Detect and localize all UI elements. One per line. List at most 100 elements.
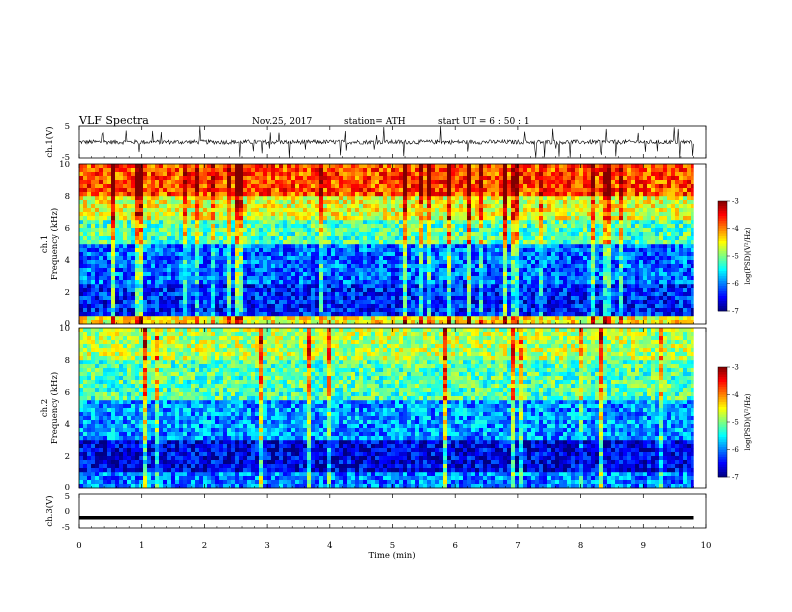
spectrogram-cell <box>303 256 308 261</box>
spectrogram-cell <box>551 308 556 313</box>
spectrogram-cell <box>323 216 328 221</box>
spectrogram-cell <box>287 308 292 313</box>
spectrogram-cell <box>307 316 312 321</box>
spectrogram-cell <box>511 216 516 221</box>
spectrogram-cell <box>547 200 552 205</box>
spectrogram-cell <box>463 200 468 205</box>
spectrogram-cell <box>479 300 484 305</box>
spectrogram-cell <box>519 296 524 301</box>
spectrogram-cell <box>527 292 532 297</box>
spectrogram-cell <box>611 232 616 237</box>
spectrogram-cell <box>427 292 432 297</box>
spectrogram-cell <box>491 316 496 321</box>
spectrogram-cell <box>87 304 92 309</box>
spectrogram-cell <box>459 320 464 325</box>
spectrogram-cell <box>671 236 676 241</box>
spectrogram-cell <box>679 264 684 269</box>
spectrogram-cell <box>559 312 564 317</box>
spectrogram-cell <box>679 240 684 245</box>
spectrogram-cell <box>543 312 548 317</box>
spectrogram-cell <box>623 272 628 277</box>
spectrogram-cell <box>539 208 544 213</box>
spectrogram-cell <box>595 196 600 201</box>
spectrogram-cell <box>667 312 672 317</box>
spectrogram-cell <box>539 204 544 209</box>
spectrogram-cell <box>159 244 164 249</box>
spectrogram-cell <box>451 288 456 293</box>
spectrogram-cell <box>87 300 92 305</box>
spectrogram-cell <box>555 320 560 325</box>
spectrogram-cell <box>415 200 420 205</box>
spectrogram-cell <box>683 284 688 289</box>
spectrogram-cell <box>163 240 168 245</box>
spectrogram-cell <box>507 244 512 249</box>
spectrogram-cell <box>155 220 160 225</box>
spectrogram-cell <box>319 232 324 237</box>
spectrogram-cell <box>475 316 480 321</box>
spectrogram-cell <box>199 316 204 321</box>
spectrogram-cell <box>615 304 620 309</box>
spectrogram-cell <box>311 248 316 253</box>
spectrogram-cell <box>515 288 520 293</box>
spectrogram-cell <box>363 268 368 273</box>
spectrogram-cell <box>159 236 164 241</box>
spectrogram-cell <box>619 232 624 237</box>
spectrogram-cell <box>403 232 408 237</box>
spectrogram-cell <box>99 304 104 309</box>
spectrogram-cell <box>79 220 84 225</box>
spectrogram-cell <box>375 204 380 209</box>
spectrogram-cell <box>663 208 668 213</box>
spectrogram-cell <box>639 272 644 277</box>
spectrogram-cell <box>247 300 252 305</box>
spectrogram-cell <box>271 288 276 293</box>
spectrogram-cell <box>651 320 656 325</box>
spectrogram-cell <box>243 292 248 297</box>
spectrogram-cell <box>247 272 252 277</box>
spectrogram-cell <box>119 284 124 289</box>
spectrogram-cell <box>239 276 244 281</box>
spectrogram-cell <box>539 212 544 217</box>
spectrogram-cell <box>499 308 504 313</box>
spectrogram-cell <box>371 228 376 233</box>
spectrogram-cell <box>115 252 120 257</box>
spectrogram-cell <box>427 220 432 225</box>
spectrogram-cell <box>679 244 684 249</box>
spectrogram-cell <box>447 284 452 289</box>
spectrogram-cell <box>383 256 388 261</box>
spectrogram-cell <box>343 236 348 241</box>
spectrogram-cell <box>443 252 448 257</box>
spectrogram-cell <box>199 248 204 253</box>
spectrogram-cell <box>547 288 552 293</box>
spectrogram-cell <box>155 228 160 233</box>
spectrogram-cell <box>659 292 664 297</box>
spectrogram-cell <box>307 276 312 281</box>
spectrogram-cell <box>79 252 84 257</box>
spectrogram-cell <box>371 240 376 245</box>
spectrogram-cell <box>631 220 636 225</box>
spectrogram-cell <box>643 308 648 313</box>
spectrogram-cell <box>115 320 120 325</box>
spectrogram-cell <box>455 268 460 273</box>
spectrogram-cell <box>419 240 424 245</box>
spectrogram-cell <box>119 212 124 217</box>
spectrogram-cell <box>531 320 536 325</box>
spectrogram-cell <box>447 228 452 233</box>
spectrogram-cell <box>207 256 212 261</box>
spectrogram-cell <box>423 208 428 213</box>
spectrogram-cell <box>103 204 108 209</box>
spectrogram-cell <box>483 300 488 305</box>
spectrogram-cell <box>403 252 408 257</box>
spectrogram-cell <box>219 212 224 217</box>
spectrogram-cell <box>139 240 144 245</box>
spectrogram-cell <box>475 224 480 229</box>
spectrogram-cell <box>535 316 540 321</box>
spectrogram-cell <box>603 316 608 321</box>
spectrogram-cell <box>527 276 532 281</box>
spectrogram-cell <box>131 272 136 277</box>
spectrogram-cell <box>91 164 96 169</box>
spectrogram-cell <box>515 292 520 297</box>
spectrogram-cell <box>447 232 452 237</box>
spectrogram-cell <box>127 244 132 249</box>
spectrogram-cell <box>487 304 492 309</box>
spectrogram-cell <box>355 220 360 225</box>
